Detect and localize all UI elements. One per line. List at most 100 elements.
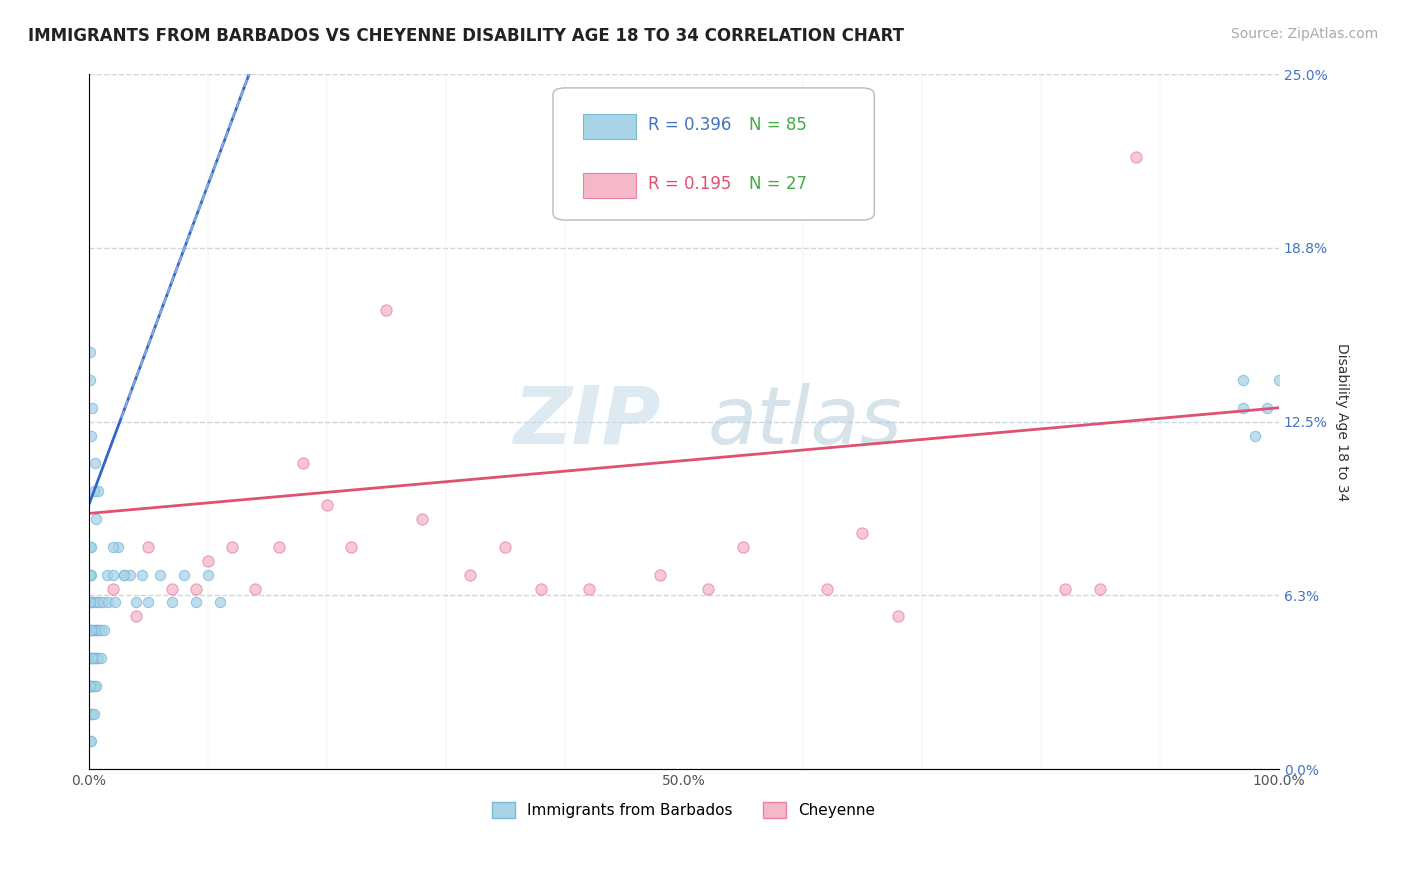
Point — [79, 595, 101, 609]
Point — [83, 679, 105, 693]
Text: N = 27: N = 27 — [749, 175, 807, 193]
Point — [1232, 401, 1254, 415]
Point — [87, 484, 110, 499]
Point — [291, 456, 314, 470]
Point — [79, 373, 101, 387]
Point — [1232, 373, 1254, 387]
Point — [79, 679, 101, 693]
Point — [1125, 151, 1147, 165]
Legend: Immigrants from Barbados, Cheyenne: Immigrants from Barbados, Cheyenne — [486, 796, 882, 824]
Point — [96, 567, 118, 582]
Point — [80, 734, 103, 748]
Point — [245, 582, 267, 596]
Point — [733, 540, 755, 554]
Point — [125, 609, 148, 624]
Text: IMMIGRANTS FROM BARBADOS VS CHEYENNE DISABILITY AGE 18 TO 34 CORRELATION CHART: IMMIGRANTS FROM BARBADOS VS CHEYENNE DIS… — [28, 27, 904, 45]
Point — [815, 582, 838, 596]
Point — [82, 679, 104, 693]
Point — [93, 624, 115, 638]
Point — [578, 582, 600, 596]
Point — [82, 651, 104, 665]
Point — [83, 706, 105, 721]
Point — [87, 651, 110, 665]
Point — [125, 595, 148, 609]
Point — [696, 582, 718, 596]
Point — [89, 595, 111, 609]
Point — [101, 540, 124, 554]
Point — [82, 624, 104, 638]
Point — [79, 679, 101, 693]
Point — [339, 540, 361, 554]
Point — [80, 624, 103, 638]
Point — [101, 567, 124, 582]
Point — [84, 651, 107, 665]
Point — [83, 484, 105, 499]
Point — [114, 567, 136, 582]
Point — [120, 567, 142, 582]
Point — [83, 456, 105, 470]
Point — [1244, 428, 1267, 442]
Point — [79, 734, 101, 748]
Text: R = 0.396: R = 0.396 — [648, 116, 731, 134]
Point — [79, 651, 101, 665]
Point — [114, 567, 136, 582]
Point — [160, 595, 183, 609]
Point — [101, 582, 124, 596]
Point — [1256, 401, 1278, 415]
Point — [1090, 582, 1112, 596]
Point — [79, 345, 101, 359]
Point — [136, 540, 159, 554]
Point — [136, 595, 159, 609]
Point — [82, 706, 104, 721]
Point — [887, 609, 910, 624]
Point — [530, 582, 553, 596]
Point — [87, 624, 110, 638]
Point — [184, 582, 207, 596]
Point — [83, 651, 105, 665]
Point — [97, 595, 120, 609]
Point — [79, 706, 101, 721]
FancyBboxPatch shape — [553, 88, 875, 220]
Point — [83, 651, 105, 665]
Point — [80, 679, 103, 693]
Point — [84, 512, 107, 526]
Point — [79, 540, 101, 554]
Point — [149, 567, 172, 582]
Point — [173, 567, 195, 582]
Text: R = 0.195: R = 0.195 — [648, 175, 731, 193]
Point — [86, 651, 108, 665]
Point — [80, 595, 103, 609]
Point — [83, 679, 105, 693]
Bar — [582, 173, 637, 198]
Point — [411, 512, 433, 526]
Point — [79, 624, 101, 638]
Point — [79, 651, 101, 665]
Point — [1268, 373, 1291, 387]
Point — [82, 401, 104, 415]
Point — [83, 624, 105, 638]
Point — [1053, 582, 1076, 596]
Point — [83, 595, 105, 609]
Point — [79, 595, 101, 609]
Bar — [582, 113, 637, 138]
Point — [84, 624, 107, 638]
Point — [208, 595, 231, 609]
Point — [221, 540, 243, 554]
Point — [79, 567, 101, 582]
Text: Source: ZipAtlas.com: Source: ZipAtlas.com — [1230, 27, 1378, 41]
Point — [197, 567, 219, 582]
Point — [160, 582, 183, 596]
Point — [494, 540, 516, 554]
Point — [104, 595, 127, 609]
Point — [90, 624, 112, 638]
Point — [375, 303, 398, 318]
Y-axis label: Disability Age 18 to 34: Disability Age 18 to 34 — [1334, 343, 1348, 500]
Point — [80, 651, 103, 665]
Point — [79, 567, 101, 582]
Point — [131, 567, 153, 582]
Point — [84, 679, 107, 693]
Point — [184, 595, 207, 609]
Point — [82, 595, 104, 609]
Point — [89, 624, 111, 638]
Point — [80, 624, 103, 638]
